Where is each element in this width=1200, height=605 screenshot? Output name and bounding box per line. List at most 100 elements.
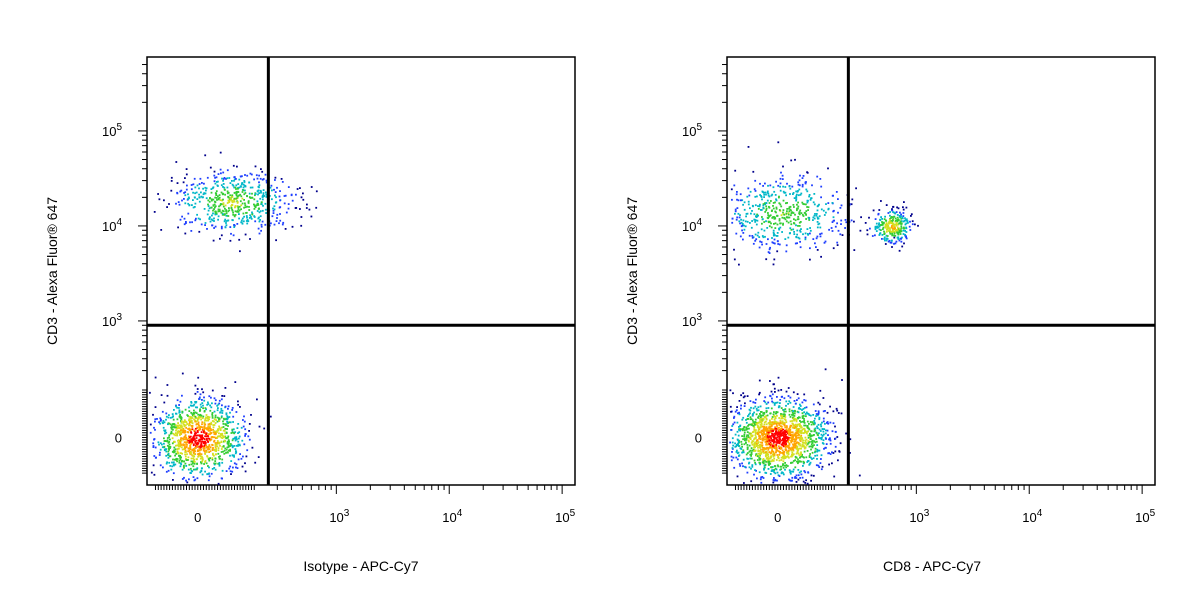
event-dot bbox=[759, 446, 761, 448]
event-dot bbox=[177, 431, 179, 434]
event-dot bbox=[885, 239, 888, 242]
event-dot bbox=[232, 213, 235, 216]
event-dot bbox=[201, 421, 204, 424]
event-dot bbox=[215, 194, 218, 196]
event-dot bbox=[783, 217, 786, 219]
event-dot bbox=[755, 444, 758, 446]
event-dot bbox=[769, 425, 772, 428]
event-dot bbox=[209, 404, 211, 407]
event-dot bbox=[780, 472, 783, 475]
event-dot bbox=[221, 404, 223, 407]
event-dot bbox=[196, 467, 199, 470]
event-dot bbox=[797, 462, 799, 465]
event-dot bbox=[814, 213, 816, 215]
event-dot bbox=[762, 429, 765, 432]
event-dot bbox=[773, 387, 776, 390]
event-dot bbox=[315, 190, 318, 193]
event-dot bbox=[891, 208, 893, 210]
event-dot bbox=[165, 454, 168, 457]
event-dot bbox=[880, 224, 882, 226]
event-dot bbox=[815, 440, 818, 443]
event-dot bbox=[740, 225, 743, 228]
event-dot bbox=[798, 212, 800, 215]
event-dot bbox=[224, 204, 227, 207]
event-dot bbox=[213, 180, 216, 183]
y-axis-label: CD3 - Alexa Fluor® 647 bbox=[44, 197, 60, 345]
event-dot bbox=[766, 414, 769, 417]
event-dot bbox=[774, 216, 776, 219]
event-dot bbox=[779, 189, 782, 192]
event-dot bbox=[829, 439, 832, 442]
event-dot bbox=[749, 437, 751, 439]
event-dot bbox=[741, 435, 743, 437]
event-dot bbox=[794, 476, 797, 478]
event-dot bbox=[773, 422, 776, 425]
event-dot bbox=[768, 252, 771, 254]
event-dot bbox=[784, 468, 786, 471]
event-dot bbox=[804, 413, 807, 415]
event-dot bbox=[817, 411, 820, 414]
event-dot bbox=[233, 179, 235, 182]
event-dot bbox=[804, 431, 807, 434]
event-dot bbox=[814, 447, 817, 450]
event-dot bbox=[749, 222, 751, 224]
event-dot bbox=[180, 439, 183, 442]
event-dot bbox=[793, 400, 796, 402]
event-dot bbox=[776, 396, 778, 398]
event-dot bbox=[773, 444, 776, 446]
event-dot bbox=[808, 445, 811, 448]
event-dot bbox=[233, 186, 236, 189]
event-dot bbox=[194, 420, 197, 423]
event-dot bbox=[896, 231, 898, 234]
event-dot bbox=[197, 217, 200, 220]
event-dot bbox=[819, 389, 822, 392]
event-dot bbox=[754, 239, 757, 242]
event-dot bbox=[809, 421, 812, 423]
event-dot bbox=[776, 454, 779, 456]
event-dot bbox=[187, 468, 190, 471]
event-dot bbox=[207, 447, 210, 450]
event-dot bbox=[905, 218, 908, 221]
event-dot bbox=[796, 209, 798, 212]
event-dot bbox=[743, 228, 746, 231]
event-dot bbox=[187, 193, 189, 196]
event-dot bbox=[188, 421, 191, 423]
event-dot bbox=[780, 456, 783, 459]
event-dot bbox=[209, 409, 212, 412]
event-dot bbox=[820, 468, 823, 471]
event-dot bbox=[793, 442, 796, 445]
event-dot bbox=[189, 446, 192, 449]
event-dot bbox=[215, 212, 218, 215]
event-dot bbox=[200, 441, 203, 443]
event-dot bbox=[214, 201, 217, 203]
event-dot bbox=[232, 415, 235, 418]
event-dot bbox=[200, 414, 203, 417]
event-dot bbox=[168, 203, 170, 205]
event-dot bbox=[755, 429, 757, 431]
event-dot bbox=[190, 184, 193, 186]
event-dot bbox=[776, 250, 779, 253]
event-dot bbox=[184, 408, 187, 411]
event-dot bbox=[759, 449, 762, 452]
event-dot bbox=[798, 471, 801, 474]
event-dot bbox=[774, 210, 777, 213]
event-dot bbox=[791, 455, 793, 458]
event-dot bbox=[195, 401, 198, 403]
event-dot bbox=[740, 394, 742, 397]
event-dot bbox=[168, 414, 170, 416]
event-dot bbox=[762, 412, 765, 415]
event-dot bbox=[781, 216, 784, 219]
event-dot bbox=[785, 430, 788, 433]
event-dot bbox=[797, 478, 800, 481]
event-dot bbox=[770, 451, 773, 454]
event-dot bbox=[765, 423, 768, 426]
event-dot bbox=[235, 194, 238, 197]
event-dot bbox=[767, 458, 770, 461]
event-dot bbox=[205, 408, 207, 411]
event-dot bbox=[212, 212, 214, 215]
event-dot bbox=[763, 221, 766, 223]
event-dot bbox=[767, 436, 770, 439]
event-dot bbox=[765, 427, 768, 429]
event-dot bbox=[803, 203, 806, 206]
event-dot bbox=[750, 406, 752, 409]
